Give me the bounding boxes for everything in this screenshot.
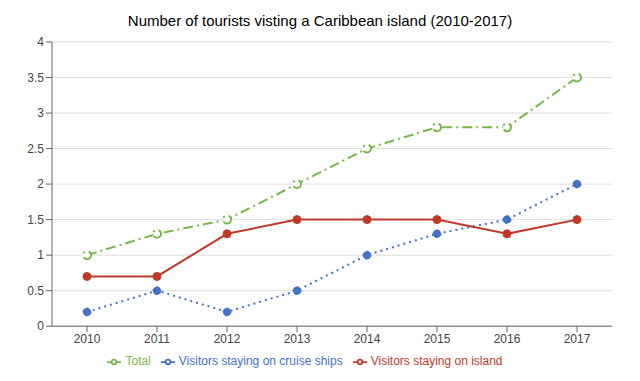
svg-text:2014: 2014 — [354, 332, 381, 346]
svg-text:2010: 2010 — [74, 332, 101, 346]
svg-text:1.5: 1.5 — [27, 213, 44, 227]
svg-text:2011: 2011 — [144, 332, 170, 346]
svg-text:2.5: 2.5 — [27, 142, 44, 156]
svg-text:1: 1 — [37, 248, 44, 262]
html-text:Total: Total — [125, 354, 151, 369]
html-text:Visitors staying on island: Visitors staying on island — [370, 354, 503, 369]
html-text:Visitors staying on cruise shi: Visitors staying on cruise ships — [178, 354, 343, 369]
svg-text:2016: 2016 — [494, 332, 521, 346]
svg-text:3.5: 3.5 — [27, 71, 44, 85]
svg-text:2012: 2012 — [214, 332, 241, 346]
svg-text:0: 0 — [37, 319, 44, 333]
svg-text:2013: 2013 — [284, 332, 311, 346]
svg-text:3: 3 — [37, 106, 44, 120]
svg-text:2015: 2015 — [424, 332, 451, 346]
html-text:Number of tourists visting a C: Number of tourists visting a Caribbean i… — [127, 12, 513, 29]
svg-text:0.5: 0.5 — [27, 284, 44, 298]
svg-text:2: 2 — [37, 177, 44, 191]
svg-text:4: 4 — [37, 35, 44, 49]
svg-text:2017: 2017 — [564, 332, 591, 346]
